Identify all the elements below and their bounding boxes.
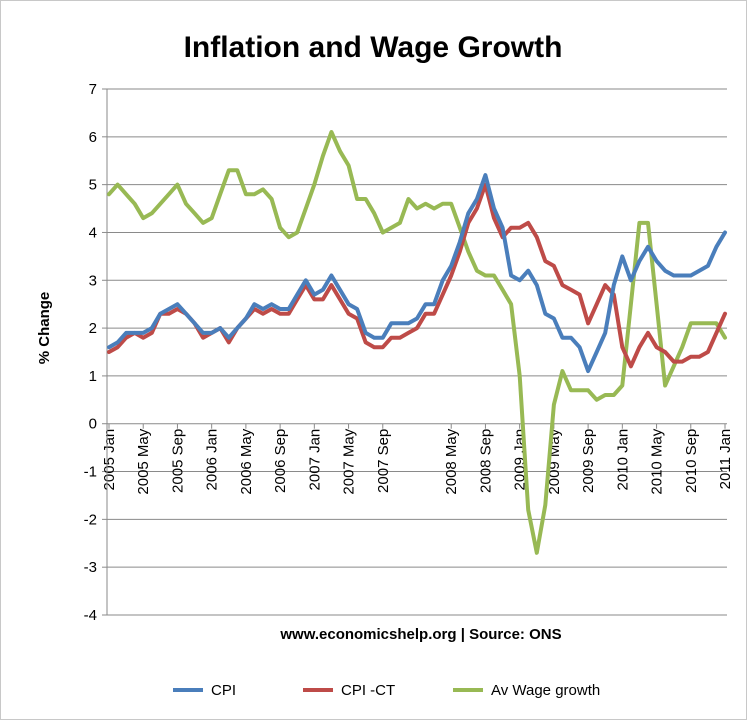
legend-label-av-wage-growth: Av Wage growth xyxy=(491,682,600,699)
y-tick-label: 7 xyxy=(89,81,97,98)
x-tick-label: 2005 May xyxy=(135,428,152,494)
x-tick-label: 2010 Sep xyxy=(683,429,700,493)
y-axis-label: % Change xyxy=(36,292,53,365)
x-tick-label: 2008 May xyxy=(443,428,460,494)
y-tick-label: -1 xyxy=(84,464,97,481)
series-line-cpi xyxy=(107,173,727,374)
y-tick-label: -3 xyxy=(84,559,97,576)
y-tick-label: 2 xyxy=(89,320,97,337)
y-tick-label: 5 xyxy=(89,177,97,194)
x-tick-label: 2010 May xyxy=(649,428,666,494)
x-tick-label: 2006 May xyxy=(238,428,255,494)
y-tick-label: 3 xyxy=(89,272,97,289)
y-tick-label: -4 xyxy=(84,607,97,624)
series-line-av-wage-growth xyxy=(107,130,727,555)
y-tick-label: 6 xyxy=(89,129,97,146)
legend-label-cpi: CPI xyxy=(211,682,236,699)
x-tick-label: 2007 Sep xyxy=(375,429,392,493)
y-tick-label: 0 xyxy=(89,416,97,433)
x-axis-ticks: 2005 Jan 2005 May 2005 Sep 2006 Jan 2006 May… xyxy=(101,423,734,495)
x-tick-label: 2006 Jan xyxy=(204,429,221,491)
x-axis-label: www.economicshelp.org | Source: ONS xyxy=(279,626,561,643)
x-tick-label: 2007 Jan xyxy=(306,429,323,491)
x-tick-label: 2009 Sep xyxy=(580,429,597,493)
x-tick-label: 2005 Jan xyxy=(101,429,118,491)
legend-label-cpi-ct: CPI -CT xyxy=(341,682,395,699)
series-lines xyxy=(107,130,727,555)
chart-title: Inflation and Wage Growth xyxy=(184,31,563,64)
y-axis-ticks: 7 6 5 4 3 2 1 0 -1 -2 -3 -4 xyxy=(84,81,107,624)
x-tick-label: 2005 Sep xyxy=(169,429,186,493)
x-tick-label: 2006 Sep xyxy=(272,429,289,493)
y-tick-label: 4 xyxy=(89,224,97,241)
y-tick-label: -2 xyxy=(84,511,97,528)
x-tick-label: 2011 Jan xyxy=(717,429,734,490)
x-tick-label: 2007 May xyxy=(341,428,358,494)
y-tick-label: 1 xyxy=(89,368,97,385)
x-tick-label: 2008 Sep xyxy=(477,429,494,493)
gridlines xyxy=(107,88,727,616)
x-tick-label: 2010 Jan xyxy=(614,429,631,491)
legend: CPI CPI -CT Av Wage growth xyxy=(173,682,600,699)
